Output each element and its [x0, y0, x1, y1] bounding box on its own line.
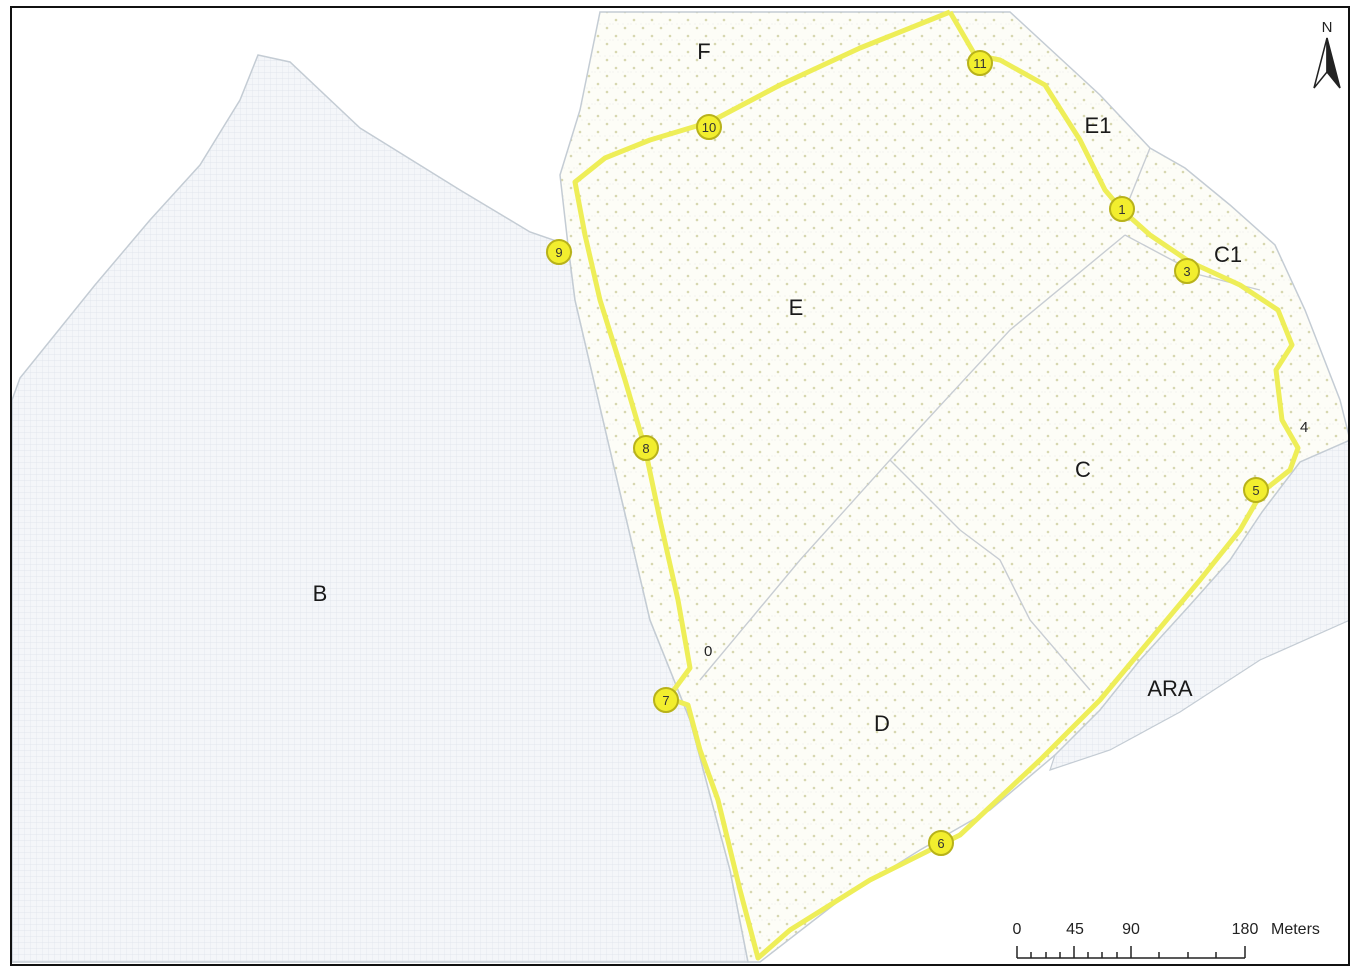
survey-route [572, 9, 1301, 961]
waypoint-1[interactable]: 1 [1109, 196, 1135, 222]
waypoint-7[interactable]: 7 [653, 687, 679, 713]
waypoint-10[interactable]: 10 [696, 114, 722, 140]
zone-label-c1: C1 [1214, 242, 1242, 267]
zone-label-c: C [1075, 457, 1091, 482]
zone-label-e: E [789, 295, 804, 320]
waypoint-8[interactable]: 8 [633, 435, 659, 461]
map-frame [10, 6, 1350, 966]
scale-tick-180: 180 [1232, 921, 1259, 938]
svg-text:3: 3 [1183, 264, 1190, 279]
svg-text:8: 8 [642, 441, 649, 456]
point-4-label: 4 [1300, 419, 1308, 436]
waypoint-markers: 1 3 5 6 7 8 9 10 [546, 50, 1269, 856]
svg-text:7: 7 [662, 693, 669, 708]
zone-label-d: D [874, 711, 890, 736]
waypoint-6[interactable]: 6 [928, 830, 954, 856]
scale-bar: 0 45 90 180 Meters [1013, 921, 1320, 959]
waypoint-9[interactable]: 9 [546, 239, 572, 265]
point-0-label: 0 [704, 643, 712, 660]
waypoint-3[interactable]: 3 [1174, 258, 1200, 284]
svg-text:10: 10 [702, 120, 716, 135]
waypoint-11[interactable]: 11 [967, 50, 993, 76]
scale-tick-45: 45 [1066, 921, 1084, 938]
zone-label-b: B [313, 581, 328, 606]
svg-text:11: 11 [973, 56, 987, 71]
svg-text:N: N [1322, 19, 1333, 36]
svg-text:9: 9 [555, 245, 562, 260]
svg-text:6: 6 [937, 836, 944, 851]
zone-label-f: F [697, 39, 710, 64]
zone-label-ara: ARA [1147, 676, 1193, 701]
north-arrow-icon: N [1313, 19, 1341, 89]
scale-tick-0: 0 [1013, 921, 1022, 938]
zone-label-e1: E1 [1085, 113, 1112, 138]
scale-unit: Meters [1271, 921, 1320, 938]
svg-text:1: 1 [1118, 202, 1125, 217]
waypoint-5[interactable]: 5 [1243, 477, 1269, 503]
scale-tick-90: 90 [1122, 921, 1140, 938]
svg-text:5: 5 [1252, 483, 1259, 498]
